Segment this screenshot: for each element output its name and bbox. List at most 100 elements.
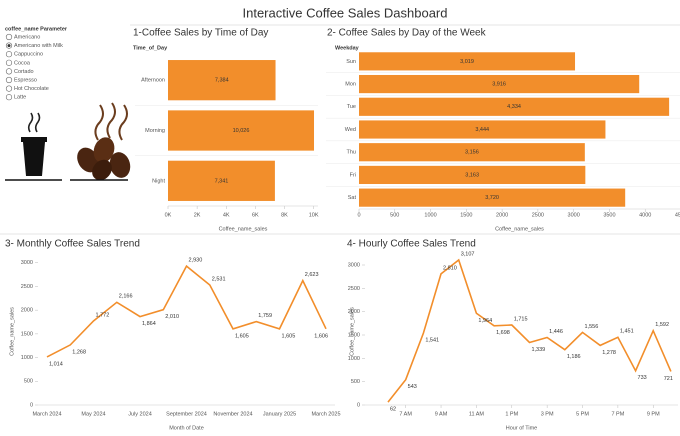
radio-label[interactable]: Hot Chocolate (14, 86, 49, 92)
bar (168, 110, 315, 151)
radio-label[interactable]: Americano (14, 34, 40, 40)
value-label: 3,163 (465, 172, 479, 178)
bar (359, 120, 606, 139)
value-label: 1,186 (567, 354, 581, 360)
radio-button[interactable] (5, 76, 13, 84)
bar-chart: 1-Coffee Sales by Time of Day Time_of_Day… (133, 28, 319, 233)
x-tick-label: 500 (390, 212, 399, 218)
chart-title: 2- Coffee Sales by Day of the Week (327, 28, 487, 39)
line-chart: 3- Monthly Coffee Sales Trend 0 500 1000 150… (5, 239, 341, 432)
y-tick-label: Morning (145, 128, 165, 134)
value-label: 1,605 (282, 333, 296, 339)
y-tick-label: Afternoon (141, 78, 165, 84)
value-label: 3,019 (460, 59, 474, 65)
x-tick-label: 6K (252, 212, 259, 218)
x-tick-label: 0 (357, 212, 360, 218)
coffee-cup-icon (5, 112, 62, 181)
radio-button[interactable] (5, 59, 13, 66)
radio-dot (7, 44, 11, 48)
x-tick-label: November 2024 (213, 411, 252, 417)
value-label: 2,810 (443, 265, 457, 271)
line (46, 264, 327, 358)
value-label: 1,698 (496, 330, 510, 336)
x-tick-label: 0K (165, 212, 172, 218)
radio-button[interactable] (5, 94, 13, 101)
y-tick-label: Tue (347, 104, 356, 110)
x-tick-label: 5 PM (576, 411, 589, 417)
value-label: 2,166 (119, 294, 133, 300)
radio-label[interactable]: Cappuccino (14, 52, 43, 58)
radio-button[interactable] (5, 33, 13, 41)
value-label: 1,339 (531, 347, 545, 353)
x-axis-label: Hour of Time (506, 425, 537, 431)
y-tick-label: Wed (345, 127, 356, 133)
y-tick-label: 1000 (21, 355, 33, 361)
y-tick-label: Sun (346, 59, 356, 65)
x-tick-label: September 2024 (166, 411, 207, 417)
value-label: 733 (638, 375, 647, 381)
line (387, 258, 672, 403)
value-label: 2,531 (212, 276, 226, 282)
chart-title: 1-Coffee Sales by Time of Day (133, 28, 268, 39)
y-tick-label: 2000 (21, 308, 33, 314)
x-tick-label: 4K (223, 212, 230, 218)
x-tick-label: 2K (194, 212, 201, 218)
radio-label[interactable]: Espresso (14, 77, 37, 83)
value-label: 1,592 (655, 322, 669, 328)
x-tick-label: 7 PM (611, 411, 624, 417)
x-tick-label: 4000 (639, 212, 651, 218)
value-label: 1,864 (142, 321, 156, 327)
value-label: 3,720 (485, 195, 499, 201)
dashboard-title: Interactive Coffee Sales Dashboard (243, 5, 448, 20)
x-tick-label: January 2025 (263, 411, 296, 417)
x-tick-label: 1500 (460, 212, 472, 218)
x-tick-label: 4500 (675, 212, 680, 218)
radio-button[interactable] (5, 68, 13, 75)
value-label: 1,715 (514, 316, 528, 322)
parameter-list: Americano Americano with Milk Cappuccino Co… (5, 33, 63, 101)
value-label: 721 (664, 376, 673, 382)
radio-label[interactable]: Americano with Milk (14, 43, 63, 49)
value-label: 1,759 (258, 313, 272, 319)
radio-label[interactable]: Cortado (14, 69, 34, 75)
radio-label[interactable]: Cocoa (14, 60, 31, 66)
y-tick-label: Sat (348, 195, 357, 201)
x-axis-label: Coffee_name_sales (495, 226, 544, 232)
y-axis-label: Coffee_name_sales (9, 307, 15, 356)
value-label: 1,556 (585, 324, 599, 330)
line-chart: 4- Hourly Coffee Sales Trend 0 500 1000 1500… (347, 239, 678, 431)
x-axis-label: Month of Date (169, 425, 204, 431)
y-tick-label: 3000 (21, 260, 33, 266)
bar (359, 97, 670, 116)
x-tick-label: 2000 (496, 212, 508, 218)
y-axis-label: Coffee_name_sales (349, 307, 355, 356)
radio-label[interactable]: Latte (14, 95, 26, 101)
x-tick-label: 1 PM (505, 411, 518, 417)
x-tick-label: 9 PM (647, 411, 660, 417)
y-tick-label: 1500 (21, 331, 33, 337)
value-label: 1,278 (602, 350, 616, 356)
bar (359, 188, 626, 207)
value-label: 4,334 (507, 104, 521, 110)
bar (359, 74, 640, 94)
parameter-title: coffee_name Parameter (5, 26, 68, 32)
radio-button[interactable] (5, 85, 13, 92)
x-tick-label: 11 AM (469, 411, 485, 417)
x-tick-label: 1000 (424, 212, 436, 218)
y-tick-label: 2500 (348, 286, 360, 292)
y-tick-label: 0 (357, 402, 360, 408)
value-label: 3,444 (475, 127, 489, 133)
value-label: 1,772 (96, 312, 110, 318)
value-label: 7,384 (215, 78, 229, 84)
value-label: 2,930 (189, 258, 203, 264)
chart-title: 4- Hourly Coffee Sales Trend (347, 239, 476, 250)
chart-title: 3- Monthly Coffee Sales Trend (5, 239, 140, 250)
value-label: 1,606 (314, 333, 328, 339)
value-label: 7,341 (215, 178, 229, 184)
y-tick-label: 500 (351, 379, 360, 385)
category-header: Time_of_Day (133, 45, 168, 51)
x-tick-label: 10K (309, 212, 319, 218)
bar (359, 52, 576, 71)
radio-button[interactable] (5, 51, 13, 58)
x-tick-label: 3 PM (541, 411, 554, 417)
